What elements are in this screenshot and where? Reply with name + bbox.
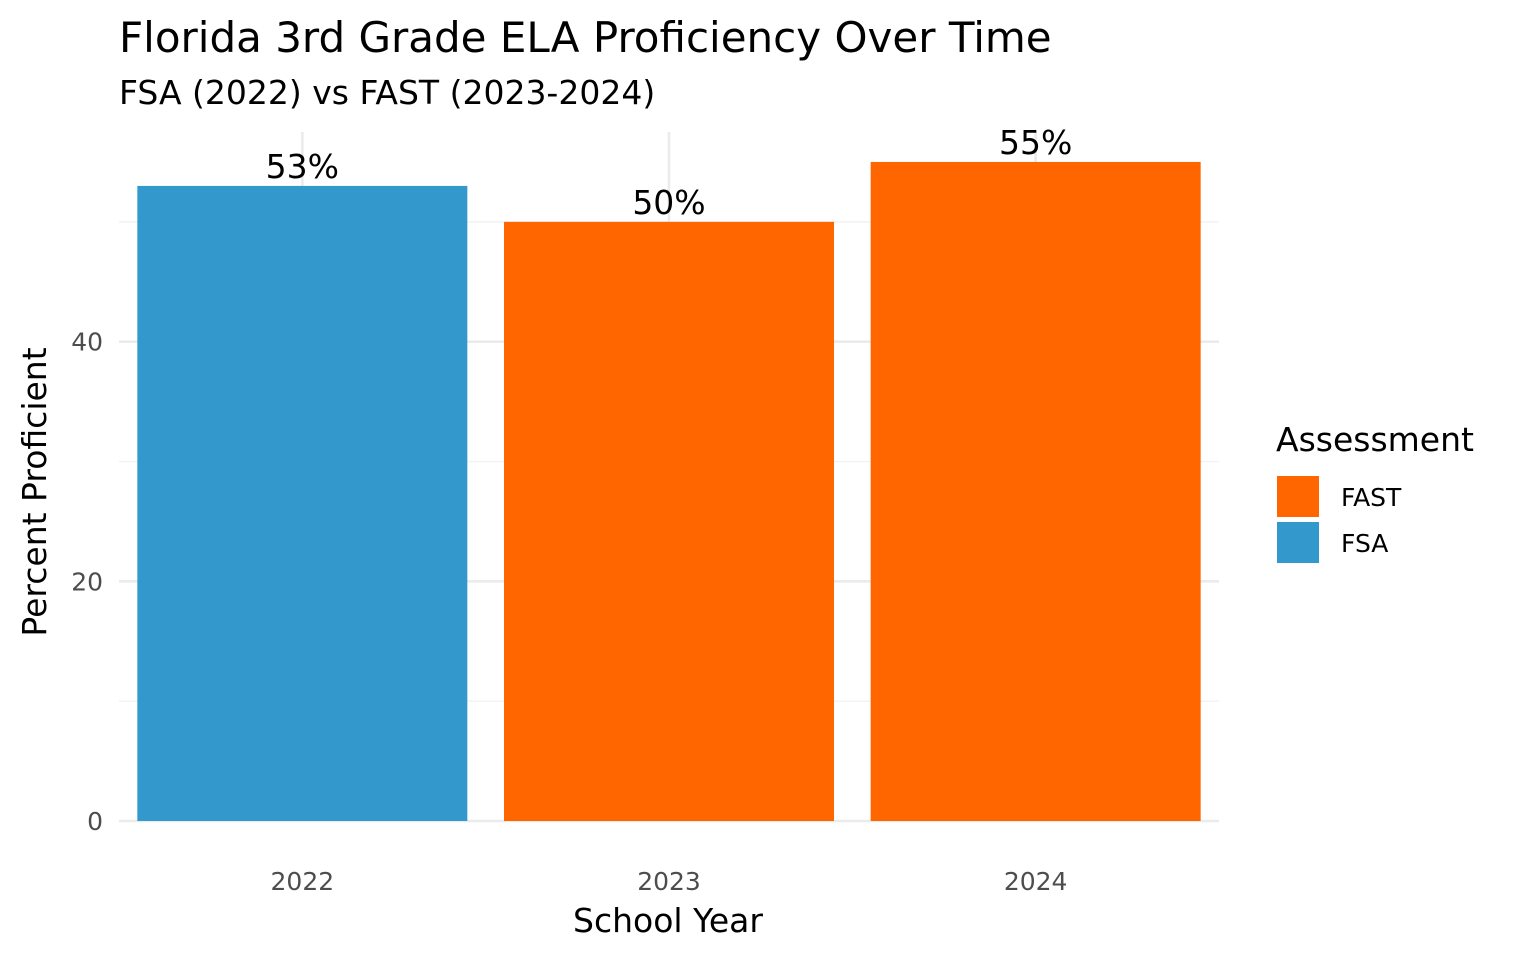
legend-entries: FAST FSA [1277, 476, 1402, 563]
chart-subtitle: FSA (2022) vs FAST (2023-2024) [119, 73, 655, 112]
data-label-2023: 50% [632, 183, 705, 222]
y-tick-label: 20 [71, 567, 103, 596]
chart-title: Florida 3rd Grade ELA Proficiency Over T… [119, 13, 1052, 62]
data-label-2024: 55% [999, 123, 1072, 162]
legend-key-fsa [1277, 522, 1319, 563]
bar-2022 [137, 185, 468, 821]
bars [137, 161, 1201, 821]
y-axis-ticks: 0 20 40 [71, 328, 103, 836]
data-labels: 53% 50% 55% [266, 123, 1073, 222]
x-axis-title: School Year [573, 901, 763, 940]
y-axis-title: Percent Proficient [15, 347, 54, 636]
x-tick-label: 2024 [1004, 867, 1068, 896]
y-tick-label: 40 [71, 328, 103, 357]
legend-label-fsa: FSA [1341, 529, 1388, 558]
legend-key-fast [1277, 476, 1319, 517]
data-label-2022: 53% [266, 147, 339, 186]
legend: Assessment FAST FSA [1276, 420, 1474, 563]
bar-2023 [504, 221, 834, 821]
x-tick-label: 2023 [637, 867, 701, 896]
x-axis-ticks: 2022 2023 2024 [271, 867, 1068, 896]
bar-2024 [870, 161, 1201, 821]
y-tick-label: 0 [87, 807, 103, 836]
x-tick-label: 2022 [271, 867, 335, 896]
legend-label-fast: FAST [1341, 483, 1402, 512]
legend-title: Assessment [1276, 420, 1474, 459]
